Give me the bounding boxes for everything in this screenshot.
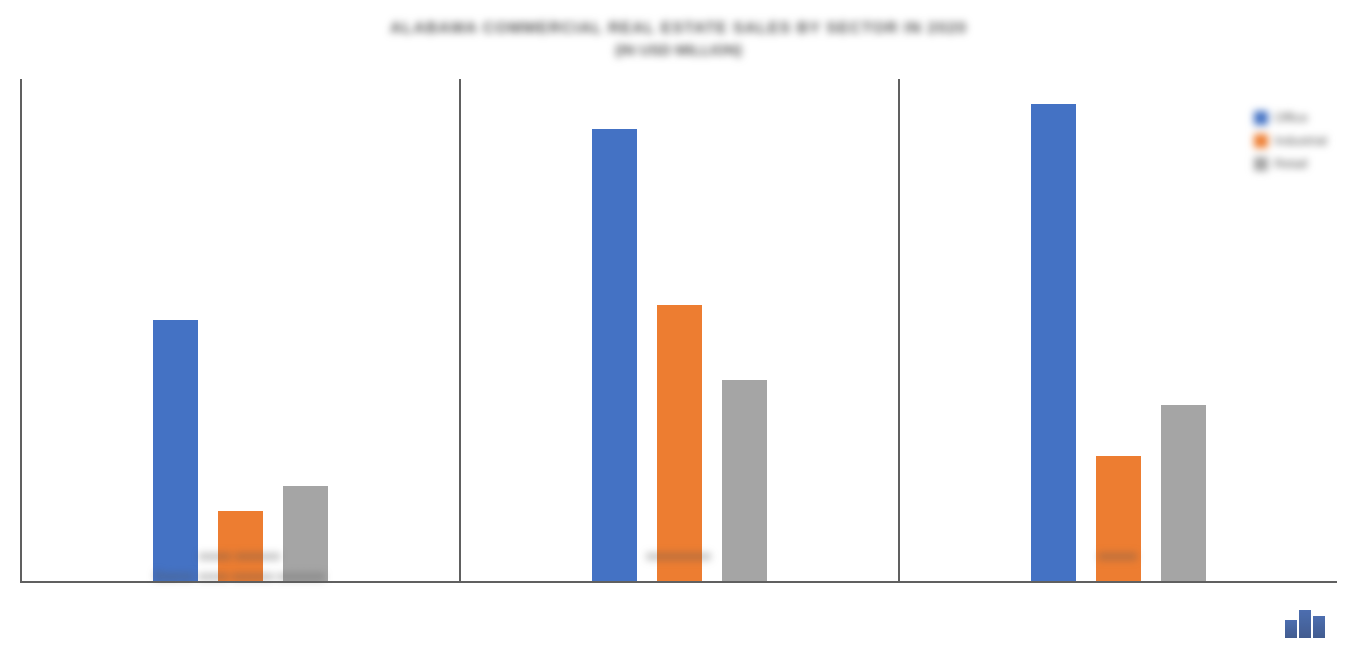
chart-title: ALABAMA COMMERCIAL REAL ESTATE SALES BY … xyxy=(20,10,1337,79)
title-line-1: ALABAMA COMMERCIAL REAL ESTATE SALES BY … xyxy=(20,20,1337,38)
legend-swatch-icon xyxy=(1254,134,1268,148)
bar xyxy=(283,486,328,581)
title-line-2: (IN USD MILLION) xyxy=(20,42,1337,59)
legend-swatch-icon xyxy=(1254,157,1268,171)
legend-item: Retail xyxy=(1254,156,1327,171)
bar-group: xxxxx xxxxxxx Source: xxxxx xxxxxxx xxxxx… xyxy=(20,79,459,583)
chart-container: ALABAMA COMMERCIAL REAL ESTATE SALES BY … xyxy=(0,0,1357,653)
bar xyxy=(657,305,702,581)
legend-item: Industrial xyxy=(1254,133,1327,148)
group-label: xxxxxx xyxy=(898,548,1337,563)
bar-group-bars xyxy=(459,79,898,583)
legend: Office Industrial Retail xyxy=(1254,110,1327,171)
watermark-logo-icon xyxy=(1277,603,1332,638)
bar xyxy=(1031,104,1076,581)
legend-label: Office xyxy=(1274,110,1308,125)
legend-swatch-icon xyxy=(1254,111,1268,125)
bar xyxy=(153,320,198,581)
bar-group: xxxxxxxxxx xyxy=(459,79,898,583)
bar xyxy=(592,129,637,581)
group-label: xxxxx xxxxxxx xyxy=(20,548,459,563)
group-label: xxxxxxxxxx xyxy=(459,548,898,563)
plot-area: xxxxx xxxxxxx Source: xxxxx xxxxxxx xxxxx… xyxy=(20,79,1337,643)
legend-item: Office xyxy=(1254,110,1327,125)
source-note: Source: xxxxx xxxxxxx xxxxxxxx xyxy=(20,569,459,583)
legend-label: Industrial xyxy=(1274,133,1327,148)
chart-body: xxxxx xxxxxxx Source: xxxxx xxxxxxx xxxxx… xyxy=(20,79,1337,643)
legend-label: Retail xyxy=(1274,156,1307,171)
bar-group-bars xyxy=(20,79,459,583)
